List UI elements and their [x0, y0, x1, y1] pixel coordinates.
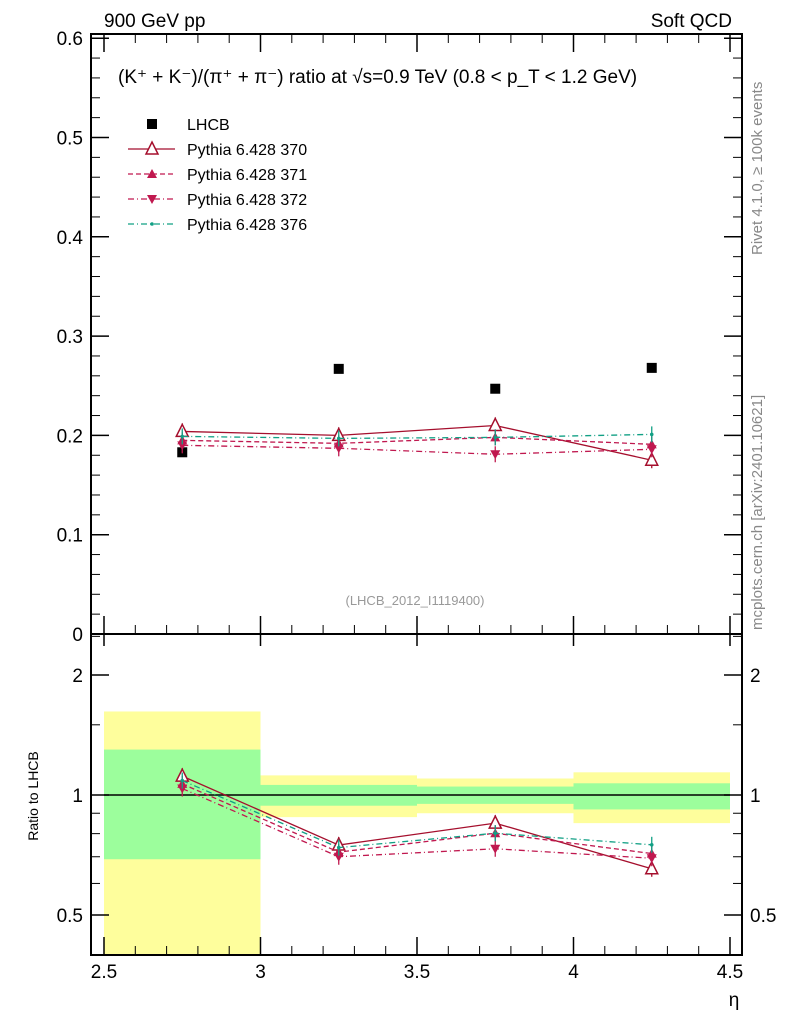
legend-label: LHCB: [187, 117, 230, 134]
ratio-series-3-marker: [649, 843, 654, 847]
main-series-3-marker: [646, 445, 657, 455]
main-series-4-marker: [336, 436, 341, 441]
ratio-series-0-marker: [644, 860, 659, 875]
ratio-series-2-marker: [646, 854, 657, 864]
ratio-series-0-line: [181, 775, 652, 870]
legend-label: Pythia 6.428 372: [187, 192, 307, 209]
ratio-band-1sigma: [104, 749, 261, 860]
main-series-3-marker: [490, 450, 501, 460]
main-series-0-marker: [490, 383, 501, 394]
header-right: Soft QCD: [651, 11, 732, 32]
ratio-y-tick-label-right: 2: [750, 666, 761, 687]
mcplots-label: mcplots.cern.ch [arXiv:2401.10621]: [749, 395, 766, 630]
ratio-band-1sigma: [573, 783, 730, 810]
ratio-series-2-marker: [490, 844, 501, 854]
rivet-label: Rivet 4.1.0, ≥ 100k events: [749, 82, 766, 255]
main-series-1-marker: [644, 451, 659, 466]
ratio-y-tick-label: 0.5: [57, 906, 83, 927]
x-tick-label: 3.5: [404, 962, 430, 983]
legend-marker: [150, 222, 154, 226]
ratio-series-2-marker: [333, 852, 344, 862]
y-tick-label: 0.1: [57, 526, 83, 547]
legend-marker: [147, 195, 157, 204]
y-tick-label: 0.6: [57, 29, 83, 50]
y-tick-label: 0.5: [57, 129, 83, 150]
ratio-series-3-marker: [180, 778, 185, 783]
main-series-4-marker: [493, 435, 498, 440]
ratio-y-tick-label-right: 1: [750, 786, 761, 807]
ratio-series-2-line: [181, 787, 652, 859]
ratio-series-3-line: [181, 779, 652, 849]
ratio-y-tick-label-right: 0.5: [750, 906, 776, 927]
main-series-0-marker: [333, 363, 344, 374]
legend-marker: [144, 140, 160, 155]
legend-label: Pythia 6.428 376: [187, 217, 307, 234]
main-series-3-marker: [177, 441, 188, 451]
y-tick-label: 0.4: [57, 228, 84, 249]
ratio-series-3-marker: [336, 845, 341, 850]
main-series-4-line: [182, 433, 652, 440]
y-tick-label: 0: [72, 625, 83, 646]
chart-title: (K⁺ + K⁻)/(π⁺ + π⁻) ratio at √s=0.9 TeV …: [118, 67, 637, 88]
main-series-0-marker: [646, 362, 657, 373]
legend-marker: [147, 119, 157, 129]
ratio-ylabel: Ratio to LHCB: [25, 751, 41, 840]
ratio-y-tick-label: 2: [72, 666, 83, 687]
main-series-1-marker: [488, 416, 503, 432]
y-tick-label: 0.3: [57, 327, 83, 348]
main-series-1-line: [182, 424, 652, 461]
ratio-series-1-line: [181, 783, 652, 855]
main-series-2-line: [182, 436, 652, 445]
legend-label: Pythia 6.428 371: [187, 167, 307, 184]
legend-marker: [147, 169, 157, 178]
x-axis-label: η: [729, 990, 740, 1011]
x-tick-label: 3: [255, 962, 266, 983]
main-series-4-marker: [180, 434, 185, 439]
analysis-id: (LHCB_2012_I1119400): [345, 593, 484, 608]
x-tick-label: 4.5: [717, 962, 743, 983]
legend-label: Pythia 6.428 370: [187, 142, 307, 159]
ratio-series-3-marker: [493, 831, 498, 835]
main-series-3-line: [182, 444, 652, 455]
header-left: 900 GeV pp: [104, 11, 205, 32]
ratio-y-tick-label: 1: [72, 786, 83, 807]
x-tick-label: 2.5: [91, 962, 117, 983]
x-tick-label: 4: [568, 962, 579, 983]
main-series-4-marker: [649, 432, 654, 437]
ratio-series-2-marker: [177, 784, 188, 794]
main-series-3-marker: [333, 444, 344, 454]
y-tick-label: 0.2: [57, 426, 83, 447]
